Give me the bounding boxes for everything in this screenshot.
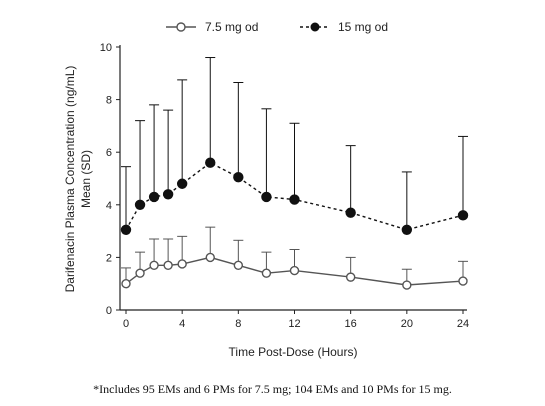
series-15mg bbox=[120, 57, 469, 235]
legend-marker-15mg bbox=[310, 22, 320, 32]
series-15mg-point bbox=[457, 210, 469, 221]
legend-label-15mg: 15 mg od bbox=[338, 20, 388, 34]
x-tick-label: 12 bbox=[288, 318, 300, 330]
y-tick-label: 6 bbox=[106, 147, 112, 159]
series-7-5mg-point bbox=[402, 280, 412, 290]
x-axis-label: Time Post-Dose (Hours) bbox=[229, 345, 358, 359]
y-tick-label: 4 bbox=[106, 200, 112, 212]
series-7-5mg-point bbox=[205, 252, 215, 263]
series-7-5mg bbox=[121, 226, 468, 290]
series-15mg-point bbox=[345, 207, 356, 218]
y-tick-label: 8 bbox=[106, 95, 112, 107]
x-tick-label: 20 bbox=[401, 318, 413, 330]
series-15mg-point bbox=[401, 224, 413, 235]
series-15mg-point bbox=[233, 171, 244, 183]
series-15mg-point bbox=[261, 191, 272, 203]
series-7-5mg-point bbox=[233, 260, 244, 270]
series-15mg-point bbox=[134, 199, 146, 211]
series-7-5mg-point bbox=[289, 265, 300, 276]
x-tick-label: 4 bbox=[179, 318, 185, 330]
series-7-5mg-point bbox=[163, 260, 173, 270]
series-15mg-point bbox=[289, 194, 300, 205]
series-7-5mg-point bbox=[135, 268, 145, 278]
series-7-5mg-point bbox=[345, 272, 356, 282]
series-7-5mg-point bbox=[121, 279, 131, 289]
series-7-5mg-point bbox=[261, 268, 272, 278]
series-15mg-point bbox=[205, 157, 216, 168]
y-axis-label-line1: Darifenacin Plasma Concentration (ng/mL) bbox=[63, 66, 77, 293]
series-7-5mg-point bbox=[458, 276, 468, 286]
series-15mg-point bbox=[176, 178, 188, 189]
legend: 7.5 mg od 15 mg od bbox=[166, 20, 388, 34]
footnote: *Includes 95 EMs and 6 PMs for 7.5 mg; 1… bbox=[93, 382, 452, 396]
series-15mg-point bbox=[162, 189, 174, 200]
y-axis-label-line2: Mean (SD) bbox=[79, 150, 93, 208]
x-tick-label: 24 bbox=[457, 318, 469, 330]
series-7-5mg-point bbox=[149, 260, 159, 270]
x-tick-label: 8 bbox=[235, 318, 241, 330]
legend-marker-7-5mg bbox=[176, 22, 186, 32]
series-15mg-point bbox=[148, 191, 160, 203]
y-tick-label: 10 bbox=[100, 42, 112, 54]
y-tick-label: 2 bbox=[106, 252, 112, 264]
series-15mg-point bbox=[120, 224, 132, 235]
y-tick-label: 0 bbox=[106, 305, 112, 317]
x-tick-label: 0 bbox=[123, 318, 129, 330]
legend-label-7-5mg: 7.5 mg od bbox=[205, 20, 258, 34]
x-tick-label: 16 bbox=[345, 318, 357, 330]
series-7-5mg-point bbox=[177, 259, 187, 269]
